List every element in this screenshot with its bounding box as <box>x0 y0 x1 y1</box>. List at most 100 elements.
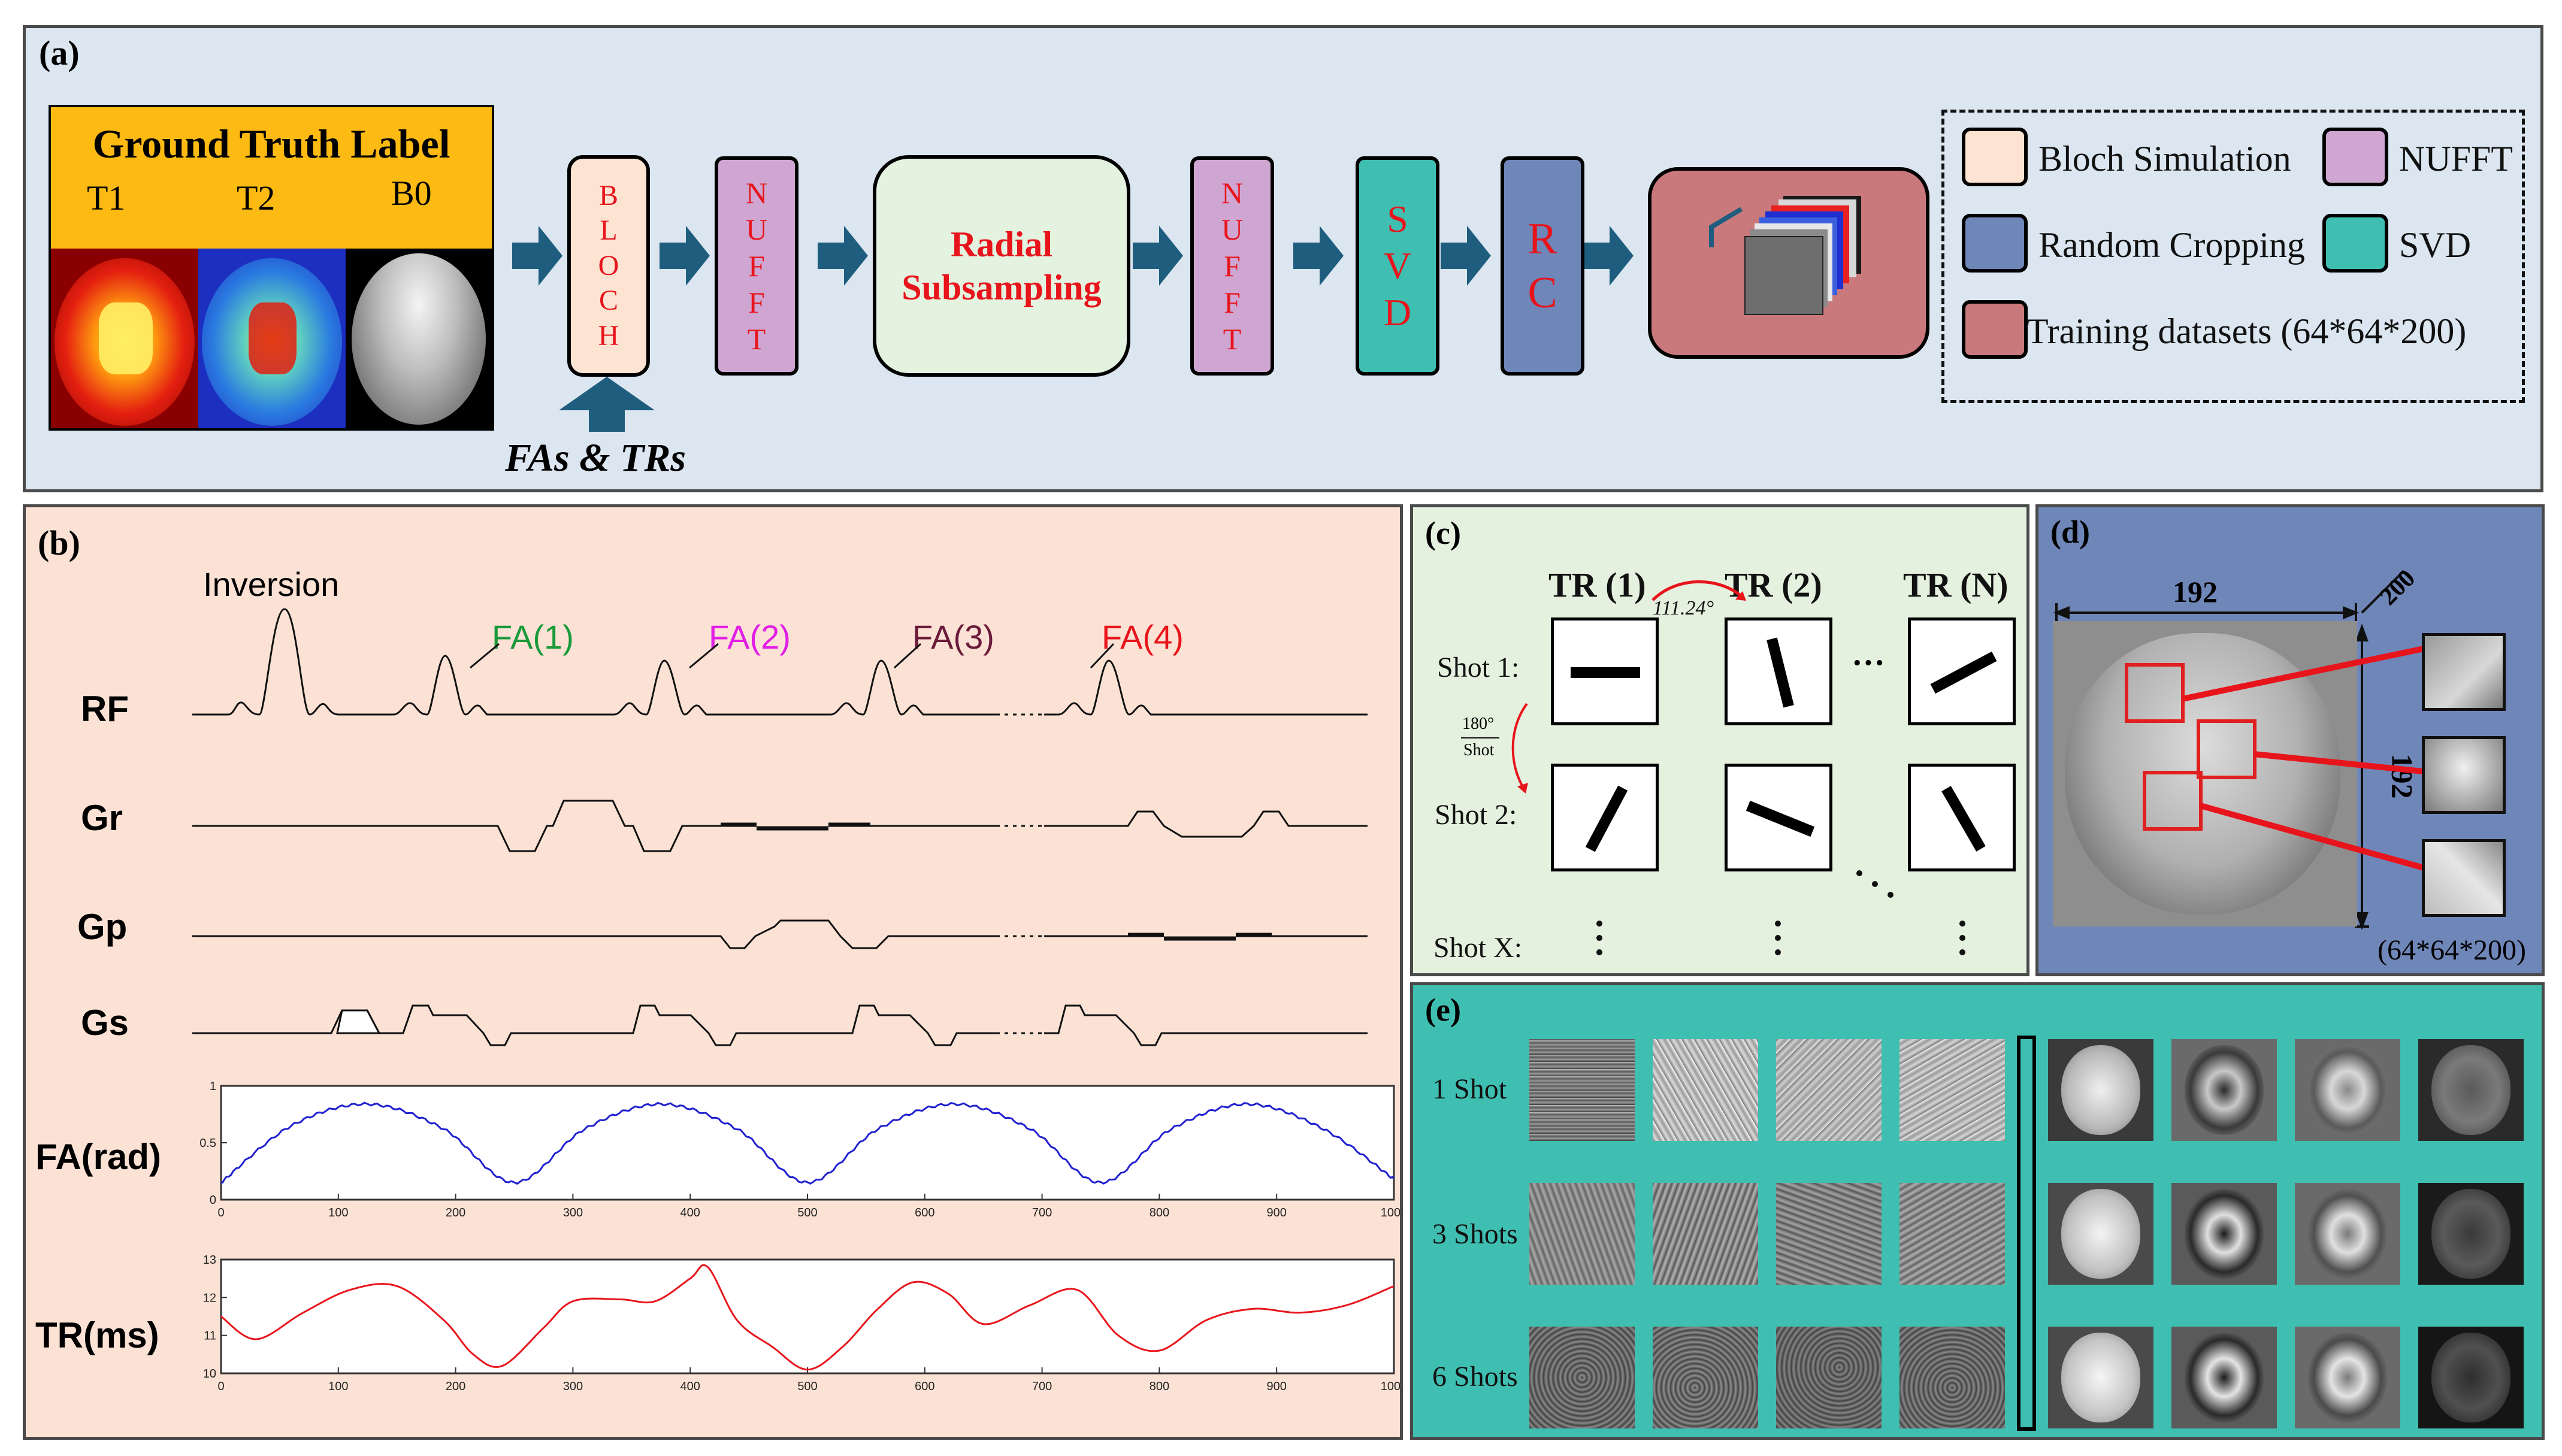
fa-chart-xtick-label: 500 <box>797 1206 817 1219</box>
fa-chart: 0 100 200 300 400 500 600 700 800 900 1000 0 0.5 1 <box>199 1080 1403 1219</box>
tr-chart-xtick-label: 400 <box>680 1380 700 1393</box>
tr-chart-xtick-label: 800 <box>1150 1380 1169 1393</box>
artifact-image-r1c1 <box>1529 1039 1635 1141</box>
up-arrow-icon <box>559 377 655 432</box>
e-row-label-3: 6 Shots <box>1432 1361 1518 1393</box>
panel-e: (e) 1 Shot 3 Shots 6 Shots <box>1410 982 2545 1440</box>
pulse-sequence-diagram <box>192 608 1368 1046</box>
trn-header: TR (N) <box>1903 565 2009 604</box>
fa4-label: FA(4) <box>1102 618 1184 656</box>
tr-chart-xtick-label: 500 <box>797 1380 817 1393</box>
fa-chart-xtick-label: 100 <box>328 1206 348 1219</box>
legend-text-training: Training datasets (64*64*200) <box>2026 311 2467 351</box>
ellipsis-vertical-2 <box>1775 921 1781 962</box>
fa-chart-xtick-label: 600 <box>915 1206 934 1219</box>
ellipsis-diagonal <box>1856 870 1904 906</box>
artifact-image-r1c4 <box>1899 1039 2005 1141</box>
fa2-label: FA(2) <box>709 618 791 656</box>
crop-patch-3 <box>2422 839 2506 917</box>
tr-chart-ytick-label: 12 <box>203 1291 216 1304</box>
rotation-angle-label: 111.24° <box>1653 597 1714 619</box>
tr-chart: 0 100 200 300 400 500 600 700 800 900 1000 10 11 12 13 <box>203 1254 1400 1393</box>
spoke-tr1-shot2 <box>1551 764 1659 871</box>
legend-swatch-bloch <box>1962 128 2028 186</box>
svd-image-r2c1 <box>2048 1183 2153 1285</box>
shot2-label: Shot 2: <box>1435 799 1517 831</box>
legend-swatch-svd <box>2322 214 2388 273</box>
legend-swatch-nufft <box>2322 128 2388 186</box>
e-row-label-2: 3 Shots <box>1432 1218 1518 1250</box>
arrow-icon <box>1133 226 1183 286</box>
svd-image-r2c2 <box>2171 1183 2277 1285</box>
tr-chart-xtick-label: 100 <box>328 1380 348 1393</box>
tr-chart-xtick-label: 900 <box>1267 1380 1287 1393</box>
shot-rotation-arrow-icon <box>1511 703 1528 794</box>
inversion-label: Inversion <box>203 565 340 603</box>
brain-slice-image <box>2053 621 2357 927</box>
tr-chart-xtick-label: 300 <box>563 1380 583 1393</box>
e-row-label-1: 1 Shot <box>1432 1073 1507 1105</box>
tr-chart-xtick-label: 0 <box>217 1380 224 1393</box>
tr-chart-series-line-0 <box>220 1264 1395 1371</box>
width-label: 192 <box>2173 575 2218 609</box>
svd-image-r1c2 <box>2171 1039 2277 1141</box>
fa-chart-xtick-label: 300 <box>563 1206 583 1219</box>
row-label-tr-ms: TR(ms) <box>35 1315 159 1355</box>
panel-b: (b) Inversion FA(1) FA(2) FA(3) FA(4) RF… <box>23 504 1403 1440</box>
fa-chart-xtick-label: 200 <box>446 1206 465 1219</box>
arrow-icon <box>512 226 562 286</box>
ellipsis-horizontal: ··· <box>1852 644 1886 682</box>
svd-image-r2c3 <box>2295 1183 2400 1285</box>
svd-image-r3c3 <box>2295 1327 2400 1428</box>
fa-chart-xtick-label: 700 <box>1032 1206 1052 1219</box>
b0-map-image <box>346 249 492 428</box>
ground-truth-title: Ground Truth Label <box>92 121 450 167</box>
ellipsis-vertical-3 <box>1959 921 1965 962</box>
rotation-arrow-icon <box>1651 580 1746 601</box>
shotx-label: Shot X: <box>1433 932 1523 964</box>
svd-image-r1c1 <box>2048 1039 2153 1141</box>
row-label-gs: Gs <box>81 1003 129 1043</box>
tr-chart-ytick-label: 13 <box>203 1254 216 1267</box>
fa-chart-xtick-label: 900 <box>1267 1206 1287 1219</box>
fa3-label: FA(3) <box>912 618 994 656</box>
artifact-image-r1c3 <box>1776 1039 1882 1141</box>
spoke-trn-shot1 <box>1908 617 2016 725</box>
spoke-trn-shot2 <box>1908 764 2016 871</box>
arrow-icon <box>1441 226 1491 286</box>
panel-a: (a) Ground Truth Label T1 T2 B0 FAs & TR… <box>23 25 2543 492</box>
artifact-image-r2c3 <box>1776 1183 1882 1285</box>
artifact-image-r2c4 <box>1899 1183 2005 1285</box>
crop-patch-2 <box>2422 736 2506 814</box>
artifact-image-r3c4 <box>1899 1327 2005 1428</box>
ellipsis-vertical-1 <box>1596 921 1602 962</box>
t2-map-image <box>198 249 346 428</box>
training-datasets-box <box>1648 167 1929 359</box>
fa-chart-ytick-label: 0 <box>210 1194 216 1207</box>
divider-bar <box>2017 1036 2036 1431</box>
row-label-rf: RF <box>81 689 129 729</box>
legend-box <box>1941 110 2525 403</box>
training-stack-image <box>1709 196 1861 315</box>
fa-chart-ytick-label: 1 <box>210 1080 216 1093</box>
svd-image-r3c4 <box>2418 1327 2524 1428</box>
artifact-image-r3c3 <box>1776 1327 1882 1428</box>
crop-patch-1 <box>2422 633 2506 711</box>
arrow-icon <box>660 226 710 286</box>
tr-chart-xtick-label: 700 <box>1032 1380 1052 1393</box>
panel-e-label: (e) <box>1425 992 1461 1028</box>
fa1-label: FA(1) <box>492 618 574 656</box>
panel-d: (d) 192 200 192 (64*64*200) <box>2035 504 2545 976</box>
svd-image-r2c4 <box>2418 1183 2524 1285</box>
panel-b-label: (b) <box>38 523 80 562</box>
tr1-header: TR (1) <box>1548 565 1646 604</box>
t1-label: T1 <box>87 178 126 217</box>
artifact-image-r3c2 <box>1653 1327 1758 1428</box>
radial-subsampling-box: Radial Subsampling <box>873 155 1130 377</box>
fa-chart-xtick-label: 800 <box>1150 1206 1169 1219</box>
fa-chart-xtick-label: 1000 <box>1381 1206 1403 1219</box>
